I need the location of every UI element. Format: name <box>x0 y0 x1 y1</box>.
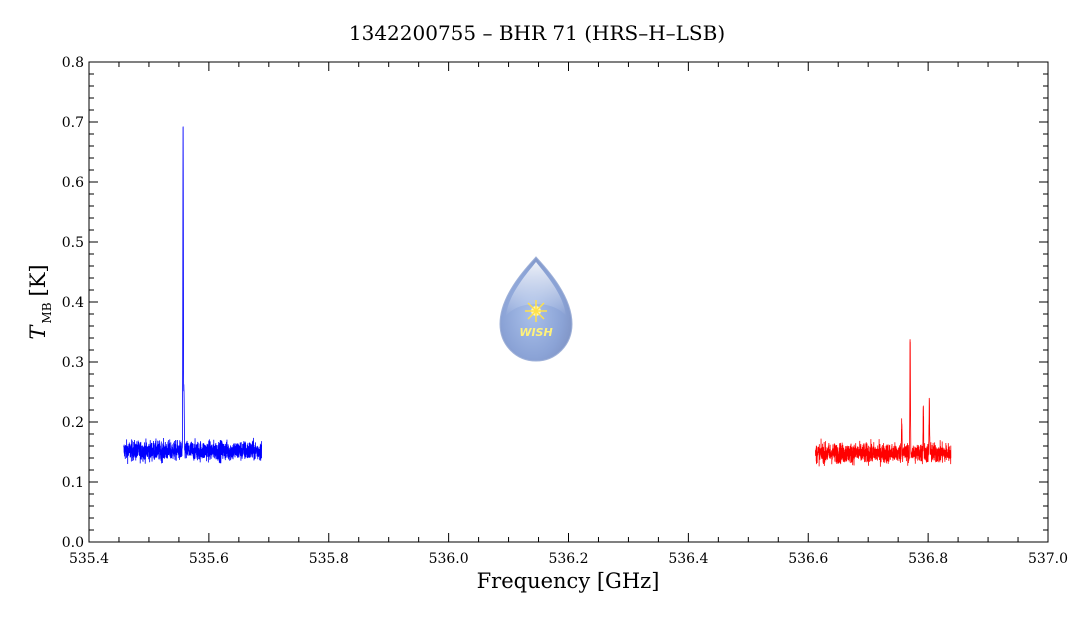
x-tick-label: 535.6 <box>189 551 229 567</box>
y-tick-label: 0.8 <box>62 55 84 71</box>
y-tick-label: 0.7 <box>62 115 84 131</box>
x-tick-label: 535.8 <box>309 551 349 567</box>
spectrum-series-1 <box>123 126 263 464</box>
wish-logo-text: WISH <box>519 326 552 339</box>
y-axis-label-main: T <box>26 324 50 340</box>
chart-title: 1342200755 – BHR 71 (HRS–H–LSB) <box>349 21 725 45</box>
series-layer <box>123 126 952 467</box>
y-tick-label: 0.1 <box>62 475 84 491</box>
y-axis-label-sub: MB <box>40 302 54 323</box>
plot-frame <box>88 61 1049 543</box>
axis-ticks <box>88 61 1049 543</box>
y-tick-labels: 0.0 0.1 0.2 0.3 0.4 0.5 0.6 0.7 0.8 <box>62 55 84 551</box>
y-tick-label: 0.4 <box>62 295 84 311</box>
x-tick-label: 536.2 <box>548 551 588 567</box>
star-icon <box>525 300 547 322</box>
x-tick-labels: 535.4 535.6 535.8 536.0 536.2 536.4 536.6 536.8… <box>69 551 1068 567</box>
spectrum-series-2 <box>815 339 952 467</box>
wish-logo: WISH <box>499 256 573 362</box>
y-tick-label: 0.6 <box>62 175 84 191</box>
x-tick-label: 536.6 <box>788 551 828 567</box>
y-tick-label: 0.3 <box>62 355 84 371</box>
x-tick-label: 536.8 <box>908 551 948 567</box>
x-tick-label: 536.0 <box>429 551 469 567</box>
tick-marks <box>88 61 1049 543</box>
x-tick-label: 537.0 <box>1028 551 1068 567</box>
y-tick-label: 0.5 <box>62 235 84 251</box>
y-axis-label: TMB [K] <box>26 264 54 339</box>
x-tick-label: 536.4 <box>668 551 708 567</box>
x-axis-label: Frequency [GHz] <box>477 569 660 593</box>
x-tick-label: 535.4 <box>69 551 109 567</box>
y-axis-label-unit: [K] <box>26 264 50 296</box>
y-tick-label: 0.0 <box>62 535 84 551</box>
y-tick-label: 0.2 <box>62 415 84 431</box>
